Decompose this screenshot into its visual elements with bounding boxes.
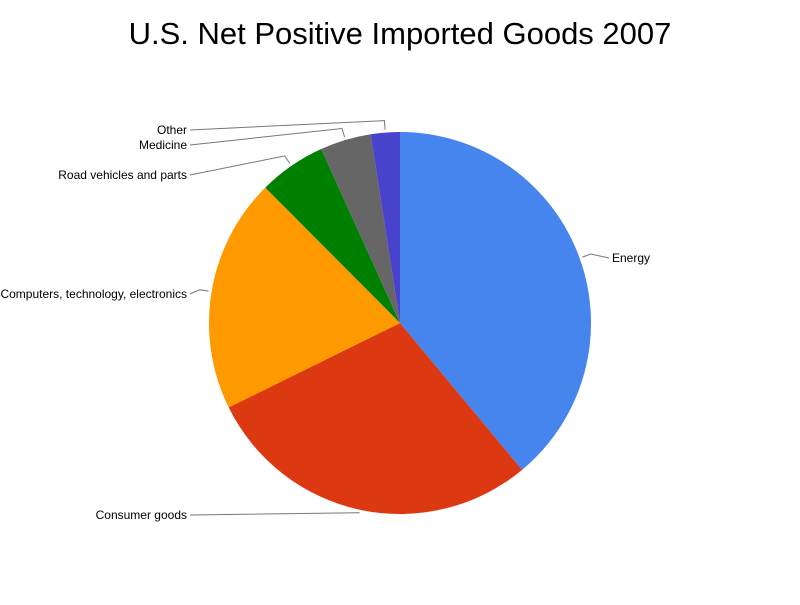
pie-slice-other	[370, 132, 400, 323]
pie-slice-computers-technology-electronics	[209, 187, 400, 408]
leader-line-consumer-goods	[189, 512, 360, 516]
slice-label-energy: Energy	[612, 251, 650, 265]
leader-line-other	[189, 120, 386, 131]
pie-slices	[209, 132, 592, 514]
leader-line-road-vehicles-and-parts	[189, 155, 291, 176]
chart-title: U.S. Net Positive Imported Goods 2007	[129, 16, 672, 51]
pie-slice-road-vehicles-and-parts	[265, 149, 400, 323]
slice-label-road-vehicles-and-parts: Road vehicles and parts	[58, 168, 187, 182]
leader-line-computers-technology-electronics	[189, 289, 209, 295]
slice-label-medicine: Medicine	[139, 138, 187, 152]
slice-label-consumer-goods: Consumer goods	[96, 508, 187, 522]
leader-lines	[189, 120, 610, 516]
leader-line-energy	[582, 253, 610, 259]
slice-label-computers-technology-electronics: Computers, technology, electronics	[0, 287, 187, 301]
pie-slice-energy	[400, 132, 592, 470]
pie-slice-consumer-goods	[228, 323, 523, 514]
slice-labels: Energy Consumer goods Computers, technolog…	[0, 123, 650, 522]
slice-label-other: Other	[157, 123, 187, 137]
pie-slice-medicine	[321, 134, 400, 323]
leader-line-medicine	[189, 127, 346, 146]
